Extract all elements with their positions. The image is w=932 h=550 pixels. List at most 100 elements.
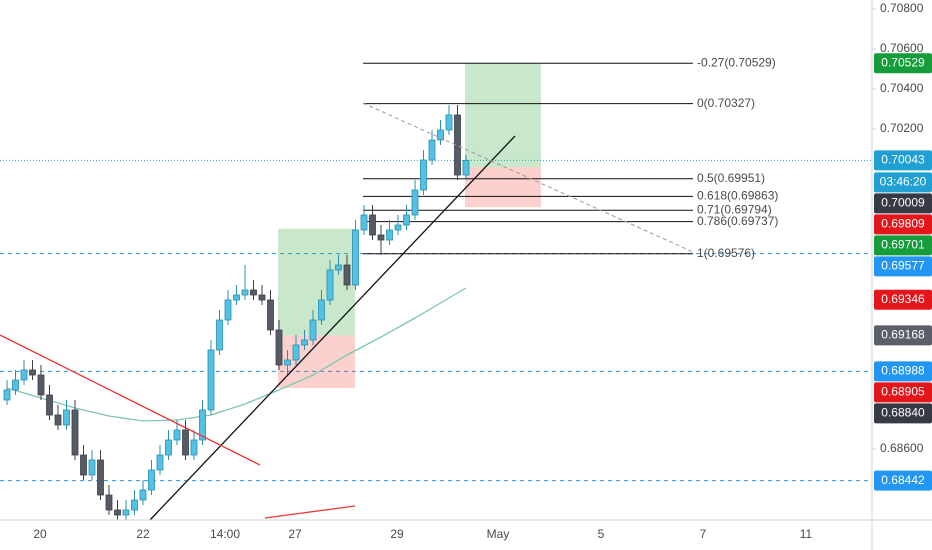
candle-body	[199, 409, 206, 441]
y-tick-label: 0.68600	[880, 441, 924, 455]
x-tick-label: 20	[33, 527, 47, 541]
candle-body	[114, 509, 121, 516]
x-tick-label: 5	[598, 527, 605, 541]
price-label: 0.68840	[881, 406, 925, 420]
candle-body	[182, 429, 189, 456]
candle-body	[241, 289, 249, 296]
trend-line	[149, 135, 516, 521]
candle-body	[29, 369, 36, 376]
price-label: 0.70043	[881, 153, 925, 167]
loss-zone	[465, 167, 541, 208]
candle-body	[190, 439, 198, 456]
candle-body	[369, 214, 376, 236]
x-tick-label: May	[487, 527, 510, 541]
fib-label: 0(0.70327)	[697, 96, 755, 110]
x-tick-label: 29	[390, 527, 404, 541]
candle-body	[420, 159, 427, 191]
candle-body	[445, 114, 453, 131]
candle-body	[97, 459, 104, 496]
price-label-box	[874, 150, 932, 171]
profit-zone	[465, 63, 541, 168]
candle-body	[207, 349, 215, 411]
price-label: 0.68905	[881, 385, 925, 399]
candle-body	[173, 429, 181, 441]
candle-body	[326, 269, 334, 301]
candle-body	[37, 374, 45, 396]
candle-body	[122, 509, 130, 516]
fib-trend-line	[362, 102, 694, 253]
profit-zone	[278, 228, 355, 336]
y-tick-label: 0.70600	[880, 41, 924, 55]
candle-body	[80, 454, 87, 476]
candle-body	[224, 299, 232, 321]
y-tick-label: 0.70400	[880, 81, 924, 95]
price-label: 0.69577	[881, 259, 925, 273]
fib-label: 0.618(0.69863)	[697, 189, 778, 203]
x-tick-label: 14:00	[210, 527, 240, 541]
price-label-box	[874, 193, 932, 214]
fib-label: 0.786(0.69737)	[697, 214, 778, 228]
candle-body	[309, 319, 317, 341]
candle-body	[403, 214, 410, 226]
candle-body	[428, 139, 436, 161]
trend-line	[264, 505, 356, 519]
candle-body	[20, 369, 28, 381]
trend-line	[0, 334, 261, 466]
candle-body	[46, 394, 53, 416]
price-label: 0.70529	[881, 55, 925, 69]
candle-body	[156, 454, 164, 471]
candle-body	[454, 114, 461, 176]
price-label: 0.69346	[881, 292, 925, 306]
candle-body	[394, 224, 402, 231]
candle-body	[411, 189, 419, 216]
candle-body	[216, 319, 223, 351]
price-label: 0.70009	[881, 196, 925, 210]
candle-body	[318, 299, 325, 321]
candle-body	[71, 409, 79, 456]
countdown-box	[874, 172, 932, 193]
price-label-box	[874, 256, 932, 277]
price-label-box	[874, 53, 932, 74]
price-label-box	[874, 382, 932, 403]
price-label-box	[874, 470, 932, 491]
candle-body	[88, 459, 96, 476]
candle-body	[12, 379, 19, 391]
candle-body	[148, 469, 155, 491]
candle-body	[352, 229, 359, 286]
x-tick-label: 11	[800, 527, 813, 541]
price-label-box	[874, 403, 932, 424]
price-label: 0.68442	[881, 473, 925, 487]
price-label-box	[874, 325, 932, 346]
candle-body	[250, 289, 257, 296]
candle-body	[335, 264, 342, 271]
price-label: 0.69701	[881, 238, 925, 252]
candle-body	[63, 409, 70, 426]
y-tick-label: 0.70200	[880, 121, 924, 135]
candle-body	[343, 264, 351, 286]
price-label: 0.69809	[881, 217, 925, 231]
candle-body	[462, 159, 470, 176]
candle-body	[437, 129, 444, 141]
candle-body	[233, 294, 240, 301]
candle-body	[284, 359, 291, 366]
candle-body	[54, 414, 62, 426]
candle-body	[3, 389, 11, 401]
candle-body	[275, 329, 283, 366]
price-label-box	[874, 361, 932, 382]
candle-body	[258, 294, 266, 301]
y-tick-label: 0.70800	[880, 1, 924, 15]
price-label: 0.69168	[881, 328, 925, 342]
candle-body	[386, 229, 393, 241]
price-label-box	[874, 289, 932, 310]
fib-label: -0.27(0.70529)	[697, 55, 776, 69]
price-label-box	[874, 214, 932, 235]
price-label-box	[874, 235, 932, 256]
candle-body	[301, 339, 308, 346]
candle-body	[105, 494, 113, 511]
x-tick-label: 22	[136, 527, 150, 541]
candle-body	[292, 344, 300, 361]
candle-body	[131, 499, 138, 511]
countdown: 03:46:20	[880, 175, 927, 189]
